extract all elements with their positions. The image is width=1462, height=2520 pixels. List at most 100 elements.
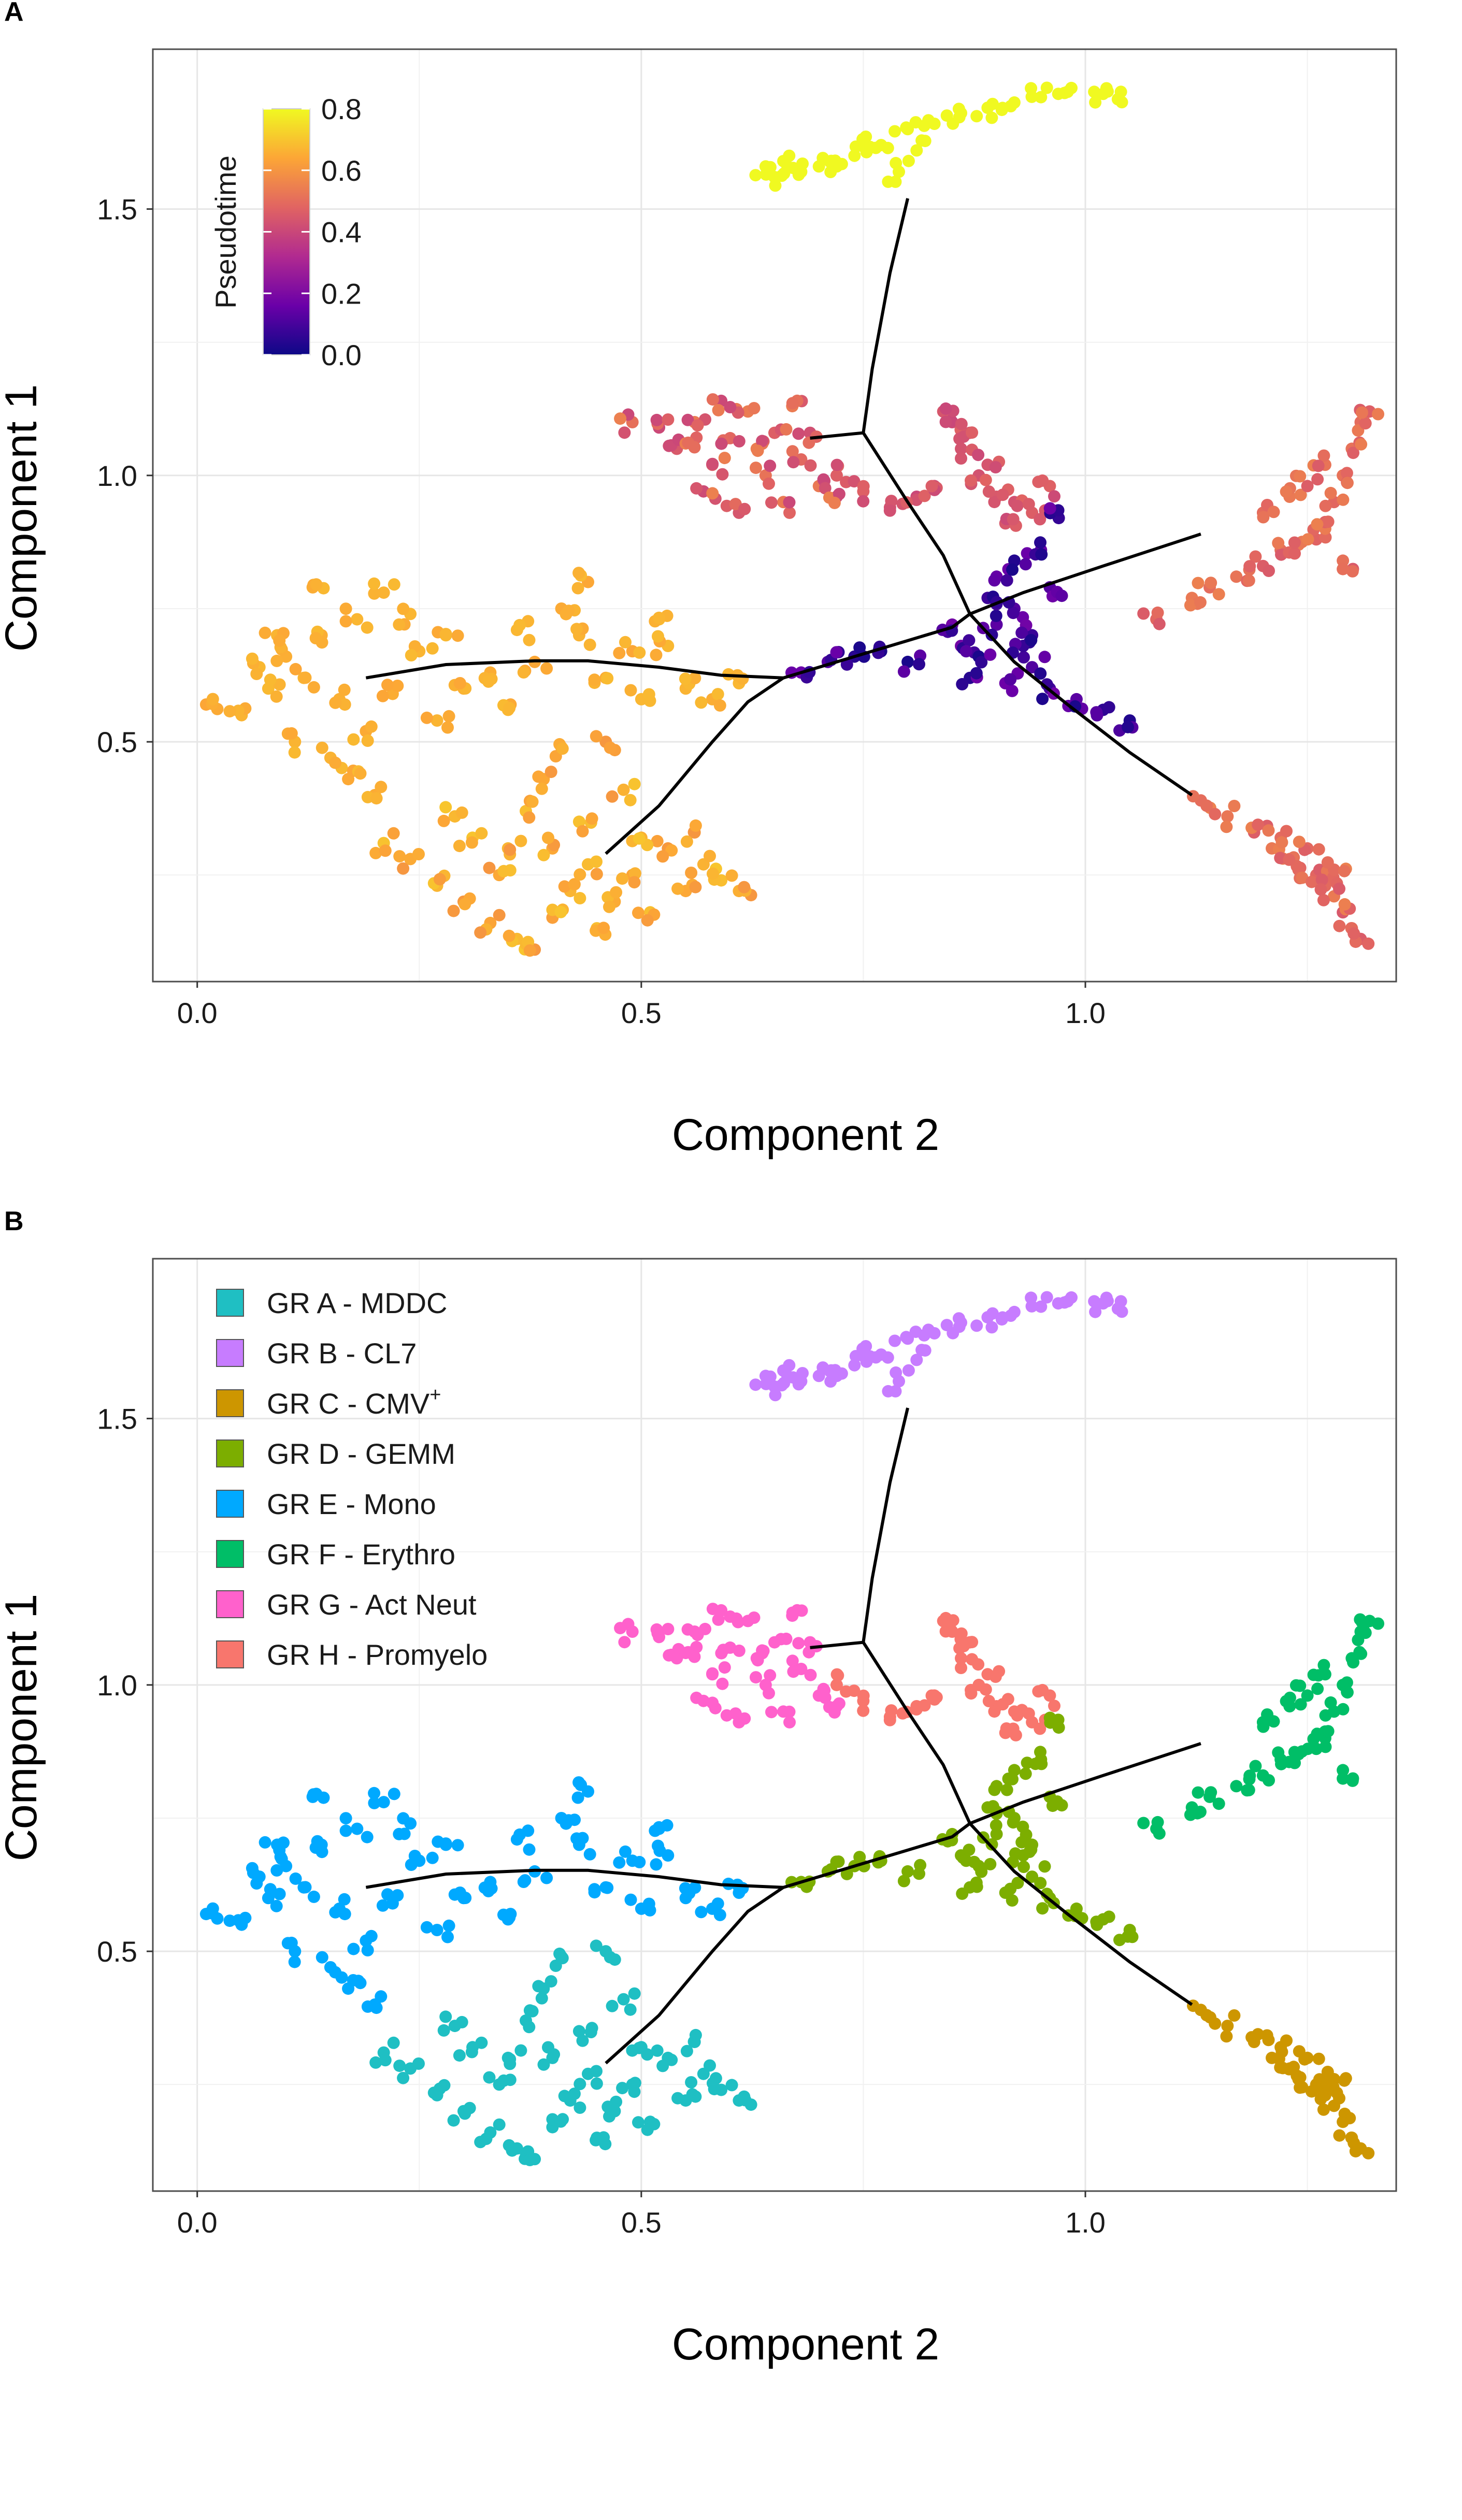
data-point [650,413,663,426]
data-point [381,1888,394,1901]
data-point [1362,937,1375,950]
data-point [1340,1676,1353,1689]
data-point [651,2044,664,2057]
data-point [688,1650,701,1663]
data-point [738,2090,751,2103]
data-point [1205,577,1217,589]
data-point [1034,1746,1047,1759]
data-point [420,711,433,724]
data-point [706,1667,719,1680]
data-point [704,849,716,862]
data-point [989,1671,1002,1683]
data-point [947,117,959,130]
data-point [1301,533,1314,546]
data-point [1200,799,1213,812]
data-point [574,2078,586,2091]
data-point [437,2024,450,2037]
data-point [270,1899,283,1912]
data-point [955,1652,967,1665]
data-point [1262,824,1275,837]
data-point [1294,488,1307,501]
data-point [387,827,400,840]
data-point [273,1888,286,1900]
data-point [1267,1715,1280,1728]
data-point [671,882,684,895]
data-point [756,435,769,448]
data-point [995,1313,1008,1326]
data-point [339,602,352,615]
data-point [572,567,585,580]
data-point [338,683,351,696]
data-point [1355,438,1368,451]
data-point [316,741,328,754]
data-point [1184,599,1197,612]
data-point [680,2044,693,2057]
data-point [442,710,455,723]
data-point [835,1367,848,1380]
data-point [900,1331,913,1344]
data-point [1153,1827,1166,1840]
data-point [451,1839,464,1852]
data-point [535,782,548,795]
data-point [504,843,517,856]
data-point [1209,2017,1222,2030]
data-point [713,699,726,712]
data-point [972,449,985,462]
data-point [633,832,646,845]
data-point [1263,1774,1275,1787]
data-point [990,609,1002,622]
data-point [1194,596,1207,609]
data-point [689,672,701,685]
legend-item-g: GR G - Act Neut [216,1588,477,1621]
data-point [715,437,728,450]
data-point [641,914,654,927]
data-point [750,462,762,474]
data-point [431,714,443,727]
trajectory-segment [862,1407,910,1643]
data-point [285,1936,298,1949]
data-point [397,2071,410,2084]
data-point [558,2090,571,2103]
data-point [347,1942,360,1955]
data-point [724,1610,737,1623]
data-point [628,1987,641,2000]
data-point [633,646,646,659]
data-point [1346,1774,1359,1787]
data-point [650,649,663,661]
data-point [1272,1746,1285,1759]
data-point [632,2116,644,2129]
panel-b-y-ticks: 0.5 1.0 1.5 [97,1403,153,1968]
panel-b-frame [152,1258,1397,2192]
data-point [1006,684,1019,697]
data-point [568,2087,581,2100]
data-point [890,1366,902,1379]
data-point [925,1689,938,1702]
data-point [316,1951,328,1964]
data-point [689,1881,701,1894]
pseudotime-colorbar: Pseudotime 0.8 0.6 0.4 0.2 0.0 [209,93,362,371]
data-point [1319,499,1332,512]
data-point [361,1831,374,1844]
data-point [704,2059,716,2072]
data-point [990,1819,1002,1832]
data-point [975,1865,988,1878]
data-point [1212,588,1225,601]
data-point [1040,678,1053,691]
data-point [985,111,998,124]
legend-swatch [216,1540,244,1568]
data-point [604,741,617,754]
data-point [585,812,598,825]
data-point [1252,2028,1265,2041]
data-point [1036,1902,1049,1915]
y-tick-label: 0.5 [97,1935,137,1968]
data-point [725,2079,738,2092]
data-point [1315,2083,1328,2096]
trajectory-segment [365,659,784,680]
data-point [1194,1805,1207,1818]
data-point [792,427,805,440]
data-point [523,811,536,824]
data-point [1212,1797,1225,1810]
data-point [959,1854,972,1867]
data-point [918,1699,931,1712]
data-point [1032,476,1045,488]
